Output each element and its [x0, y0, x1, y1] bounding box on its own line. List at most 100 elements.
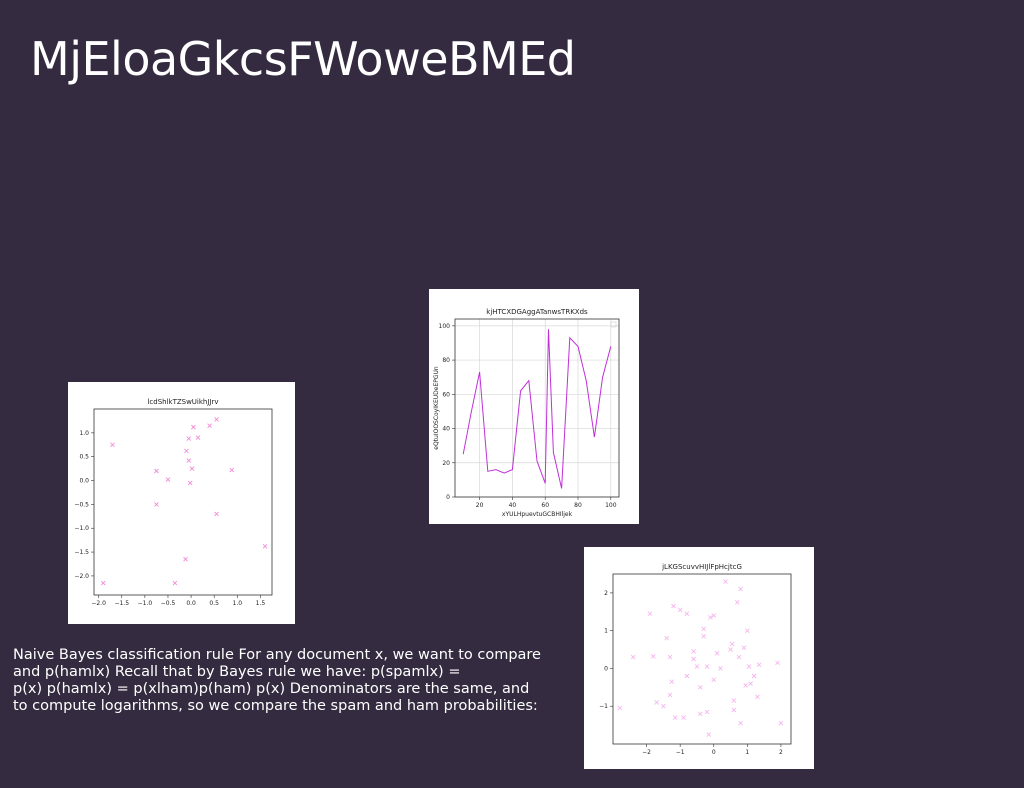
scatter-point [684, 673, 690, 679]
scatter-point [647, 611, 653, 616]
body-line: p(x) p(hamlx) = p(xlham)p(ham) p(x) Deno… [13, 681, 530, 697]
scatter-point [734, 600, 740, 605]
line-chart: kjHTCXDGAggATanwsTRKXds 20 40 60 80 100 0 20 40 6… [429, 289, 639, 524]
scatter-point [667, 654, 673, 660]
scatter-point [778, 720, 784, 726]
scatter-point [691, 649, 696, 654]
scatter-point [669, 679, 675, 684]
point-stroke [684, 611, 690, 616]
scatter-point [746, 664, 752, 669]
y-tick-label: 1 [604, 628, 608, 635]
scatter-point [731, 707, 737, 713]
y-tick-label: 0.0 [79, 478, 89, 485]
x-tick-label: 60 [541, 502, 549, 509]
scatter-point [186, 436, 192, 441]
y-tick-label: −1.5 [74, 549, 89, 556]
point-stroke [751, 673, 757, 679]
point-stroke [691, 649, 696, 654]
point-stroke [195, 435, 201, 440]
point-stroke [718, 666, 723, 671]
scatter-point [743, 683, 748, 688]
scatter-point [667, 692, 673, 698]
scatter-point [736, 654, 742, 660]
y-tick-label: −0.5 [74, 501, 89, 508]
point-stroke [664, 635, 670, 641]
scatter-point [708, 615, 713, 620]
y-tick-label: 20 [442, 460, 450, 467]
scatter-point [229, 467, 235, 473]
point-stroke [708, 615, 713, 620]
point-stroke [661, 703, 666, 709]
point-stroke [755, 694, 760, 700]
x-tick-label: 1.0 [233, 600, 243, 607]
scatter-chart-left: lcdShlkTZSwUikhJJrv −2.0 −1.5 −1.0 −0.5 0.0 0.… [68, 382, 295, 624]
scatter-point [214, 511, 219, 517]
point-stroke [186, 436, 192, 441]
point-stroke [154, 468, 159, 474]
point-stroke [207, 423, 212, 429]
scatter-point [650, 654, 656, 659]
scatter-point [677, 607, 683, 613]
scatter-point [711, 677, 717, 683]
scatter-point [751, 673, 757, 679]
point-stroke [745, 628, 750, 633]
point-stroke [714, 651, 720, 656]
x-tick-label: −1 [676, 749, 685, 756]
y-tick-label: 0.5 [79, 454, 89, 461]
point-stroke [667, 654, 673, 660]
scatter-point [698, 685, 703, 690]
x-tick-label: −2 [642, 749, 651, 756]
point-stroke [711, 613, 717, 618]
point-stroke [691, 656, 696, 662]
point-stroke [731, 698, 737, 703]
y-tick-label: 40 [442, 426, 450, 433]
scatter-point [729, 641, 735, 647]
point-stroke [100, 580, 106, 586]
scatter-point [701, 634, 706, 639]
scatter-point [664, 635, 670, 641]
point-stroke [711, 677, 717, 683]
point-stroke [654, 700, 659, 705]
scatter-point [617, 705, 623, 711]
x-tick-label: −1.5 [114, 600, 129, 607]
x-tick-label: 0.5 [209, 600, 219, 607]
point-stroke [154, 502, 159, 507]
y-tick-label: −2.0 [74, 573, 89, 580]
scatter-point [165, 477, 171, 482]
point-stroke [187, 480, 193, 486]
scatter-point [738, 586, 743, 592]
line-chart-svg: kjHTCXDGAggATanwsTRKXds 20 40 60 80 100 0 20 40 6… [433, 308, 620, 518]
scatter-chart-left-svg: lcdShlkTZSwUikhJJrv −2.0 −1.5 −1.0 −0.5 0.0 0.… [74, 398, 273, 607]
point-stroke [672, 715, 678, 720]
point-stroke [262, 544, 268, 549]
point-stroke [667, 692, 673, 698]
point-stroke [704, 664, 710, 669]
point-stroke [728, 647, 733, 652]
chart-title: kjHTCXDGAggATanwsTRKXds [486, 308, 588, 316]
point-stroke [669, 679, 675, 684]
scatter-point [100, 580, 106, 586]
point-stroke [191, 424, 196, 430]
x-tick-label: 80 [574, 502, 582, 509]
body-text: Naive Bayes classification rule For any … [13, 647, 553, 715]
point-stroke [165, 477, 171, 482]
scatter-point [756, 662, 762, 667]
point-stroke [617, 705, 623, 711]
point-stroke [729, 641, 735, 647]
y-tick-label: 60 [442, 391, 450, 398]
scatter-point [191, 424, 196, 430]
scatter-point [775, 660, 780, 666]
x-tick-label: 20 [476, 502, 484, 509]
point-stroke [647, 611, 653, 616]
scatter-point [748, 681, 754, 686]
scatter-point [671, 603, 676, 609]
y-tick-label: 0 [604, 665, 608, 672]
x-tick-label: 1.5 [256, 600, 266, 607]
y-tick-label: 0 [446, 494, 450, 501]
scatter-point [701, 626, 706, 632]
point-stroke [184, 448, 189, 454]
scatter-point [630, 654, 636, 660]
scatter-point [672, 715, 678, 720]
scatter-point [741, 645, 747, 650]
point-stroke [701, 626, 706, 632]
